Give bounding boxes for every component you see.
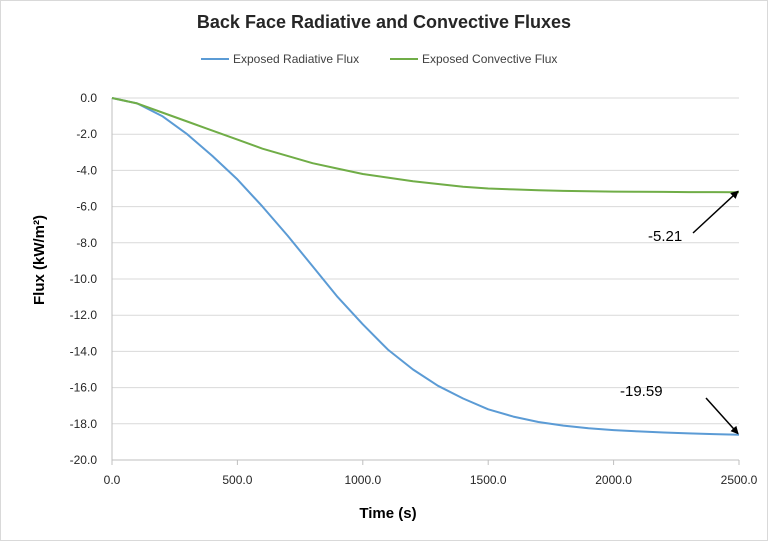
y-tick-label: -10.0 bbox=[70, 272, 98, 286]
annotation-convective-label: -5.21 bbox=[648, 228, 682, 245]
y-axis-label: Flux (kW/m²) bbox=[31, 215, 48, 305]
legend-label-radiative: Exposed Radiative Flux bbox=[233, 52, 359, 66]
series-lines bbox=[111, 97, 740, 436]
legend: Exposed Radiative Flux Exposed Convectiv… bbox=[201, 52, 557, 66]
y-tick-label: -6.0 bbox=[76, 200, 97, 214]
x-tick-label: 2000.0 bbox=[595, 473, 632, 487]
series-line-convective bbox=[111, 97, 740, 194]
x-tick-label: 2500.0 bbox=[721, 473, 758, 487]
legend-label-convective: Exposed Convective Flux bbox=[422, 52, 557, 66]
annotations: -5.21 -19.59 bbox=[620, 190, 739, 435]
y-tick-label: -16.0 bbox=[70, 381, 98, 395]
y-tick-label: -4.0 bbox=[76, 163, 97, 177]
gridlines bbox=[112, 97, 739, 425]
x-tick-label: 500.0 bbox=[222, 473, 252, 487]
x-tick-labels: 0.0 500.0 1000.0 1500.0 2000.0 2500.0 bbox=[104, 473, 758, 487]
x-tick-label: 1500.0 bbox=[470, 473, 507, 487]
annotation-radiative-label: -19.59 bbox=[620, 383, 663, 400]
x-tick-label: 1000.0 bbox=[344, 473, 381, 487]
axes bbox=[111, 98, 740, 465]
x-axis-label: Time (s) bbox=[359, 505, 416, 522]
annotation-convective-arrow bbox=[692, 190, 739, 234]
annotation-radiative-arrow bbox=[705, 397, 739, 435]
x-tick-label: 0.0 bbox=[104, 473, 121, 487]
chart-title: Back Face Radiative and Convective Fluxe… bbox=[197, 12, 571, 32]
y-tick-labels: 0.0 -2.0 -4.0 -6.0 -8.0 -10.0 -12.0 -14.0 -16.0 -… bbox=[70, 91, 98, 467]
y-tick-label: -2.0 bbox=[76, 127, 97, 141]
y-tick-label: -14.0 bbox=[70, 344, 98, 358]
y-tick-label: -8.0 bbox=[76, 236, 97, 250]
y-tick-label: -18.0 bbox=[70, 417, 98, 431]
y-tick-label: -12.0 bbox=[70, 308, 98, 322]
series-line-radiative bbox=[111, 97, 740, 436]
y-tick-label: -20.0 bbox=[70, 453, 98, 467]
y-tick-label: 0.0 bbox=[80, 91, 97, 105]
